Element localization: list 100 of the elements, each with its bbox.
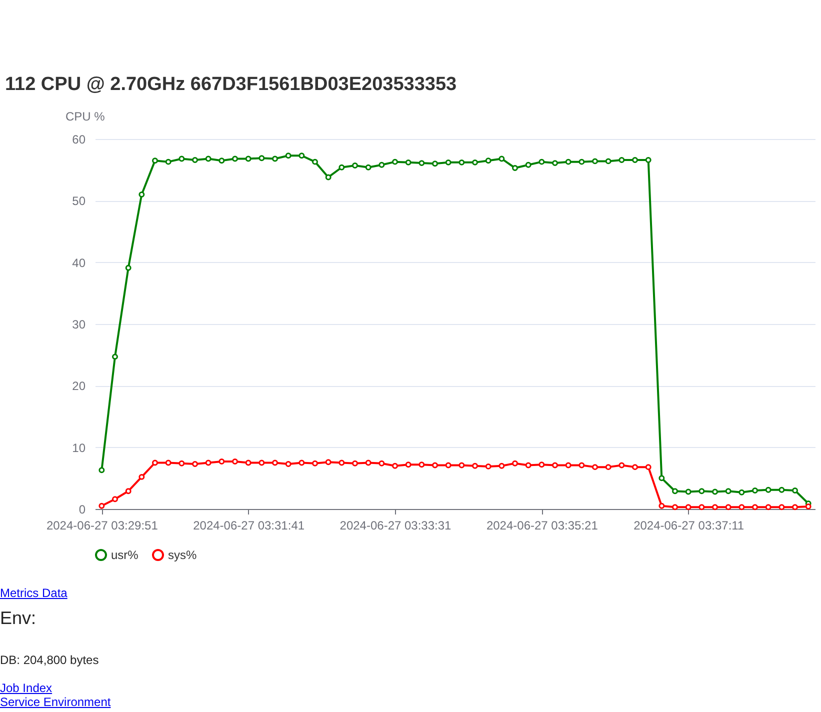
point xyxy=(445,462,452,468)
point xyxy=(672,488,678,494)
point xyxy=(152,460,158,466)
point xyxy=(525,162,532,168)
point xyxy=(672,504,678,510)
point xyxy=(578,158,585,165)
y-tick-label: 0 xyxy=(78,502,86,516)
x-tick-label: 2024-06-27 03:33:31 xyxy=(340,518,452,532)
point xyxy=(685,488,692,495)
point xyxy=(498,156,505,162)
point xyxy=(765,504,772,510)
point xyxy=(165,158,172,165)
x-tick-label: 2024-06-27 03:35:21 xyxy=(486,518,598,532)
point xyxy=(592,464,598,470)
point xyxy=(245,460,252,466)
point xyxy=(312,460,318,466)
point xyxy=(618,462,625,468)
point xyxy=(365,164,372,170)
point xyxy=(285,152,292,159)
text: Metrics Data xyxy=(0,586,68,600)
point xyxy=(685,504,692,510)
point xyxy=(352,460,358,466)
y-tick-label: 40 xyxy=(72,256,86,270)
point xyxy=(738,489,745,496)
point xyxy=(712,504,718,510)
x-tick-label: 2024-06-27 03:29:51 xyxy=(46,518,158,532)
point xyxy=(125,488,132,494)
point xyxy=(632,156,638,163)
point xyxy=(538,158,545,165)
point xyxy=(618,156,625,163)
x-tick-label: 2024-06-27 03:31:41 xyxy=(193,518,305,532)
point xyxy=(725,504,732,510)
chart-title: 112 CPU @ 2.70GHz 667D3F1561BD03E203533353 xyxy=(5,74,458,96)
point xyxy=(192,156,198,163)
point xyxy=(325,459,332,466)
point xyxy=(418,160,425,166)
point xyxy=(552,160,558,166)
point xyxy=(432,462,438,468)
y-tick-label: 10 xyxy=(72,440,86,455)
point xyxy=(458,462,465,468)
point xyxy=(605,158,612,164)
point xyxy=(725,488,732,494)
point xyxy=(432,160,438,167)
point xyxy=(418,462,425,468)
point xyxy=(498,462,505,469)
point xyxy=(258,155,265,162)
y-tick-label: 20 xyxy=(72,379,86,394)
point xyxy=(645,464,652,470)
point xyxy=(765,486,772,493)
text: Env: xyxy=(0,608,38,629)
point xyxy=(352,162,358,168)
point xyxy=(112,354,118,360)
text: Job Index xyxy=(0,681,54,695)
y-tick-label: 30 xyxy=(72,318,86,332)
point xyxy=(658,502,665,509)
point xyxy=(658,475,665,482)
point xyxy=(405,462,412,468)
point xyxy=(98,467,105,474)
point xyxy=(338,460,345,466)
point xyxy=(605,464,612,470)
point xyxy=(98,502,105,509)
point xyxy=(392,462,398,469)
point xyxy=(512,165,518,171)
text: DB: 204,800 bytes xyxy=(0,653,100,667)
point xyxy=(178,156,185,162)
point xyxy=(778,504,785,510)
point xyxy=(792,504,798,510)
point xyxy=(552,462,558,468)
point xyxy=(218,458,225,464)
point xyxy=(525,462,532,468)
point xyxy=(112,496,118,502)
point xyxy=(565,462,572,468)
point xyxy=(325,174,332,180)
point xyxy=(272,156,278,162)
point xyxy=(472,159,478,166)
y-tick-label: 60 xyxy=(72,132,86,146)
point xyxy=(365,460,372,466)
point xyxy=(792,488,798,494)
point xyxy=(778,486,785,493)
point xyxy=(512,460,518,466)
text: Service Environment xyxy=(0,695,112,709)
point xyxy=(178,460,185,466)
point xyxy=(165,460,172,466)
point xyxy=(285,461,292,467)
point xyxy=(205,156,212,162)
point xyxy=(645,156,652,163)
point xyxy=(378,162,385,168)
point xyxy=(578,462,585,468)
point xyxy=(698,488,705,494)
point xyxy=(192,461,198,467)
point xyxy=(152,158,158,164)
point xyxy=(138,192,145,198)
point xyxy=(405,159,412,166)
y-tick-label: 50 xyxy=(72,194,86,208)
point xyxy=(538,462,545,468)
point xyxy=(632,464,638,470)
point xyxy=(205,460,212,466)
point xyxy=(378,460,385,466)
legend-label: usr% xyxy=(111,548,139,562)
y-axis-title: CPU % xyxy=(66,110,106,124)
